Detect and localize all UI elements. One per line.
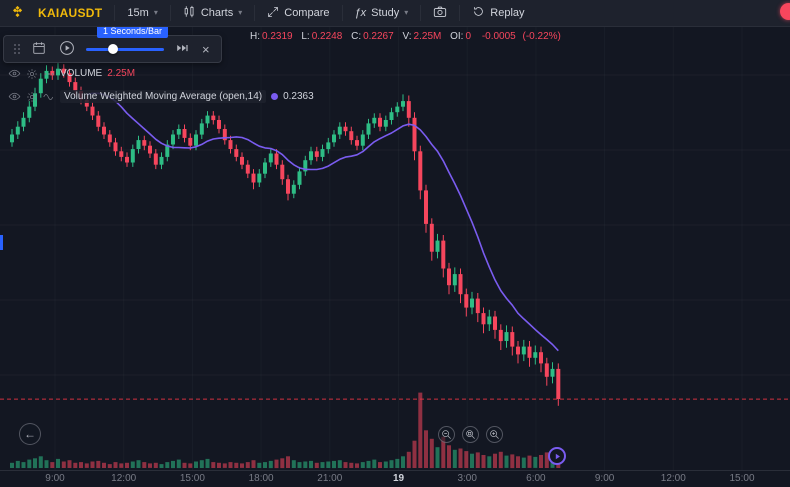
jump-to-end-button[interactable] (173, 39, 191, 60)
replay-speed-tooltip: 1 Seconds/Bar (97, 24, 169, 38)
slider-knob[interactable] (108, 44, 118, 54)
time-axis-label: 9:00 (594, 473, 615, 484)
ohlc-oi-value: 0 (465, 31, 472, 42)
compare-label: Compare (284, 7, 330, 19)
vwma-legend-value: 0.2363 (283, 91, 314, 102)
toolbar-divider (114, 5, 116, 21)
eye-icon[interactable] (8, 90, 21, 103)
volume-legend-label: VOLUME (60, 68, 103, 79)
binance-logo[interactable] (6, 1, 29, 25)
topbar: KAIAUSDT 15m ▾ Charts ▾ Compare ƒx Study… (0, 0, 790, 27)
chevron-down-icon: ▾ (238, 8, 243, 17)
screenshot-button[interactable] (426, 2, 454, 25)
replay-position-marker[interactable] (548, 447, 566, 465)
sidebar-indicator-strip (0, 235, 3, 250)
ohlc-v-label: V: (402, 31, 412, 42)
ohlc-readout: H: 0.2319 L: 0.2248 C: 0.2267 V: 2.25M OI: 0 … (244, 31, 561, 42)
time-axis-label: 12:00 (660, 473, 686, 484)
select-bar-button[interactable] (30, 39, 48, 60)
interval-value: 15m (127, 7, 149, 19)
time-axis-label: 15:00 (729, 473, 755, 484)
vwma-legend-label: Volume Weighted Moving Average (open,14) (60, 90, 267, 103)
chevron-down-icon: ▾ (153, 8, 158, 17)
fast-forward-icon (175, 41, 189, 58)
gear-icon[interactable] (26, 91, 38, 103)
slider-track (86, 48, 164, 51)
calendar-icon (32, 41, 46, 58)
ohlc-v-value: 2.25M (413, 31, 442, 42)
fx-icon: ƒx (354, 7, 367, 19)
time-axis[interactable]: 9:00 12:00 15:00 18:00 21:00 19 3:00 6:00 9:00 12… (0, 470, 790, 487)
ohlc-change-pct: (-0.22%) (522, 31, 561, 42)
ohlc-h-label: H: (250, 31, 260, 42)
study-label: Study (371, 7, 400, 19)
play-icon (553, 449, 562, 464)
replay-label: Replay (490, 7, 525, 19)
play-pause-button[interactable] (57, 38, 77, 61)
time-axis-label: 18:00 (248, 473, 274, 484)
time-axis-label: 12:00 (111, 473, 137, 484)
eye-icon[interactable] (8, 67, 21, 80)
ohlc-oi-label: OI: (450, 31, 464, 42)
vwma-color-dot (271, 93, 279, 100)
replay-speed-slider[interactable] (86, 43, 164, 55)
ohlc-h-value: 0.2319 (262, 31, 293, 42)
volume-legend-row: VOLUME 2.25M (8, 67, 135, 80)
compare-icon (267, 6, 279, 21)
toolbar-divider (420, 5, 422, 21)
ohlc-l-label: L: (301, 31, 310, 42)
time-axis-label: 9:00 (45, 473, 65, 484)
compare-button[interactable]: Compare (260, 3, 336, 24)
zoom-controls (438, 426, 503, 443)
chart-area: 1 Seconds/Bar (0, 24, 790, 470)
scroll-left-button[interactable]: ← (19, 423, 41, 445)
zoom-reset-icon[interactable] (462, 426, 479, 443)
wave-icon[interactable] (43, 91, 55, 103)
play-circle-icon (59, 40, 75, 59)
toolbar-divider (254, 5, 256, 21)
camera-icon (433, 5, 447, 22)
price-chart-canvas[interactable] (0, 27, 790, 470)
time-axis-day-label: 19 (392, 473, 405, 484)
vwma-legend-row: Volume Weighted Moving Average (open,14)… (8, 90, 314, 103)
record-indicator-dot[interactable] (780, 3, 790, 20)
chevron-down-icon: ▾ (404, 8, 409, 17)
charts-button[interactable]: Charts ▾ (176, 2, 249, 24)
symbol-name: KAIAUSDT (38, 6, 103, 20)
study-button[interactable]: ƒx Study ▾ (348, 4, 416, 22)
zoom-in-icon[interactable] (486, 426, 503, 443)
ohlc-l-value: 0.2248 (311, 31, 343, 42)
candlestick-chart-icon (183, 5, 196, 21)
ohlc-c-label: C: (351, 31, 362, 42)
time-axis-label: 6:00 (526, 473, 546, 484)
binance-diamond-icon (10, 4, 25, 22)
replay-button[interactable]: Replay (465, 2, 531, 24)
symbol-button[interactable]: KAIAUSDT (31, 3, 109, 23)
toolbar-divider (169, 5, 171, 21)
replay-control-panel: × (3, 35, 222, 63)
zoom-out-icon[interactable] (438, 426, 455, 443)
ohlc-change: -0.0005 (481, 31, 516, 42)
charts-label: Charts (200, 7, 234, 19)
replay-icon (472, 5, 485, 21)
time-axis-label: 21:00 (317, 473, 343, 484)
close-replay-button[interactable]: × (202, 41, 210, 57)
toolbar-divider (459, 5, 461, 21)
more-options-icon[interactable] (43, 68, 55, 80)
toolbar-divider (341, 5, 343, 21)
time-axis-label: 3:00 (457, 473, 477, 484)
gear-icon[interactable] (26, 68, 38, 80)
interval-button[interactable]: 15m ▾ (120, 4, 164, 22)
time-axis-label: 15:00 (179, 473, 205, 484)
ohlc-c-value: 0.2267 (363, 31, 394, 42)
volume-legend-value: 2.25M (107, 68, 136, 79)
drag-handle-icon[interactable] (13, 42, 21, 56)
